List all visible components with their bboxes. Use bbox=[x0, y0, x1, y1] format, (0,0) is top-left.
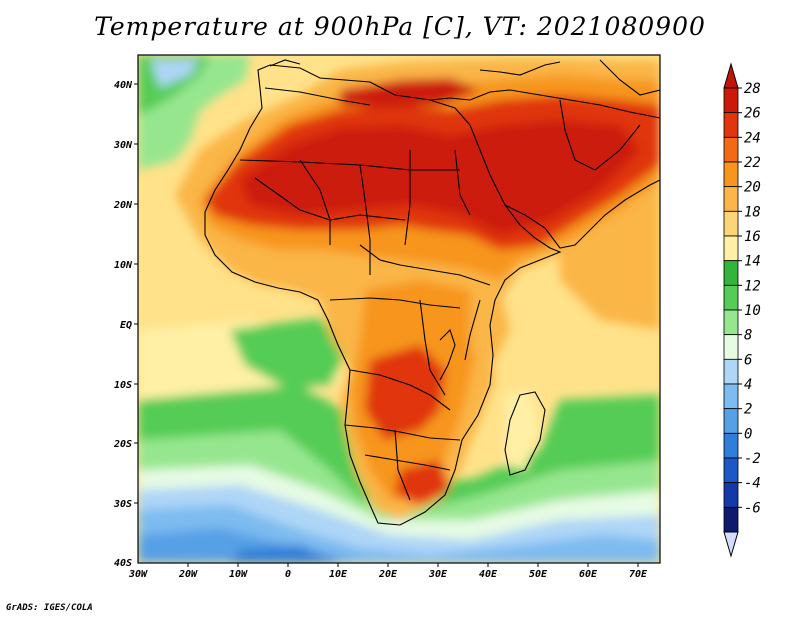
colorbar-label: -4 bbox=[744, 476, 761, 492]
x-tick-label: 20W bbox=[178, 569, 198, 580]
y-tick-label: 40S bbox=[114, 558, 132, 569]
colorbar-swatch bbox=[723, 87, 739, 114]
y-tick-label: 20S bbox=[113, 439, 132, 450]
x-tick-label: 50E bbox=[529, 569, 548, 580]
x-tick-label: 40E bbox=[479, 569, 498, 580]
colorbar-swatch bbox=[723, 457, 739, 484]
colorbar-swatch bbox=[723, 383, 739, 410]
temperature-field bbox=[138, 55, 660, 563]
colorbar-label: -2 bbox=[744, 451, 761, 467]
colorbar-label: 22 bbox=[744, 155, 761, 171]
colorbar-label: 2 bbox=[744, 402, 752, 418]
colorbar-label: 28 bbox=[744, 81, 761, 97]
x-tick-label: 10W bbox=[229, 569, 248, 580]
colorbar-swatch bbox=[723, 309, 739, 336]
colorbar-bottom-triangle bbox=[723, 531, 739, 558]
colorbar-swatch bbox=[723, 161, 739, 188]
map-frame bbox=[137, 54, 661, 564]
colorbar-swatch bbox=[723, 210, 739, 237]
colorbar-label: 10 bbox=[744, 303, 761, 319]
colorbar-swatch bbox=[723, 186, 739, 212]
x-tick-label: 70E bbox=[629, 569, 648, 580]
colorbar-label: 26 bbox=[744, 106, 761, 122]
colorbar-swatch bbox=[723, 432, 739, 459]
y-tick-label: 20N bbox=[113, 200, 133, 211]
colorbar-swatch bbox=[723, 136, 739, 163]
colorbar-label: 0 bbox=[744, 426, 752, 442]
colorbar-swatch bbox=[723, 358, 739, 385]
credit-text: GrADS: IGES/COLA bbox=[6, 603, 93, 613]
y-tick-label: 40N bbox=[114, 80, 133, 91]
colorbar-label: 18 bbox=[744, 204, 761, 220]
colorbar-label: 8 bbox=[744, 328, 752, 344]
x-tick-label: 0 bbox=[285, 569, 291, 580]
x-tick-label: 60E bbox=[579, 569, 598, 580]
map-panel[interactable] bbox=[138, 55, 660, 563]
colorbar-swatch bbox=[723, 482, 739, 508]
y-tick-label: 30N bbox=[113, 140, 133, 151]
y-tick-label: EQ bbox=[120, 320, 132, 331]
coastlines bbox=[204, 59, 660, 526]
colorbar-label: -6 bbox=[744, 500, 761, 516]
y-tick-label: 10N bbox=[114, 260, 133, 271]
colorbar-label: 4 bbox=[744, 377, 752, 393]
x-tick-label: 30E bbox=[428, 569, 448, 580]
colorbar-label: 24 bbox=[744, 130, 761, 146]
colorbar-label: 12 bbox=[744, 278, 761, 294]
colorbar-swatch bbox=[723, 334, 739, 360]
colorbar-swatch bbox=[723, 112, 739, 138]
y-tick-label: 10S bbox=[114, 380, 132, 391]
colorbar-label: 16 bbox=[744, 229, 761, 245]
x-tick-label: 10E bbox=[329, 569, 348, 580]
colorbar-label: 6 bbox=[744, 352, 752, 368]
y-tick-label: 30S bbox=[113, 499, 132, 510]
colorbar-label: 14 bbox=[744, 254, 761, 270]
colorbar-swatch bbox=[723, 260, 739, 286]
x-tick-label: 20E bbox=[378, 569, 398, 580]
colorbar-swatch bbox=[723, 284, 739, 311]
colorbar-swatch bbox=[723, 408, 739, 434]
colorbar-label: 20 bbox=[744, 180, 761, 196]
colorbar-swatch bbox=[723, 235, 739, 262]
x-tick-label: 30W bbox=[128, 569, 148, 580]
y-axis: 40N 30N 20N 10N EQ 10S 20S 30S 40S bbox=[113, 80, 138, 569]
map-title: Temperature at 900hPa [C], VT: 202108090… bbox=[94, 12, 706, 41]
colorbar-swatch bbox=[723, 506, 739, 533]
x-axis: 30W 20W 10W 0 10E 20E 30E 40E 50E 60E 70… bbox=[128, 563, 648, 580]
colorbar-top-triangle bbox=[723, 62, 739, 89]
